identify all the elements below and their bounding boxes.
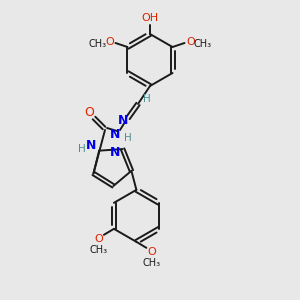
- Text: N: N: [110, 146, 120, 158]
- Text: O: O: [105, 37, 114, 47]
- Text: O: O: [186, 37, 195, 47]
- Text: OH: OH: [141, 13, 159, 23]
- Text: H: H: [143, 94, 151, 104]
- Text: CH₃: CH₃: [88, 39, 106, 49]
- Text: O: O: [94, 234, 103, 244]
- Text: H: H: [124, 133, 132, 143]
- Text: N: N: [86, 139, 96, 152]
- Text: H: H: [78, 144, 86, 154]
- Text: N: N: [110, 128, 120, 140]
- Text: O: O: [84, 106, 94, 119]
- Text: CH₃: CH₃: [142, 258, 160, 268]
- Text: CH₃: CH₃: [194, 39, 211, 49]
- Text: O: O: [147, 247, 156, 257]
- Text: N: N: [118, 113, 128, 127]
- Text: CH₃: CH₃: [90, 245, 108, 255]
